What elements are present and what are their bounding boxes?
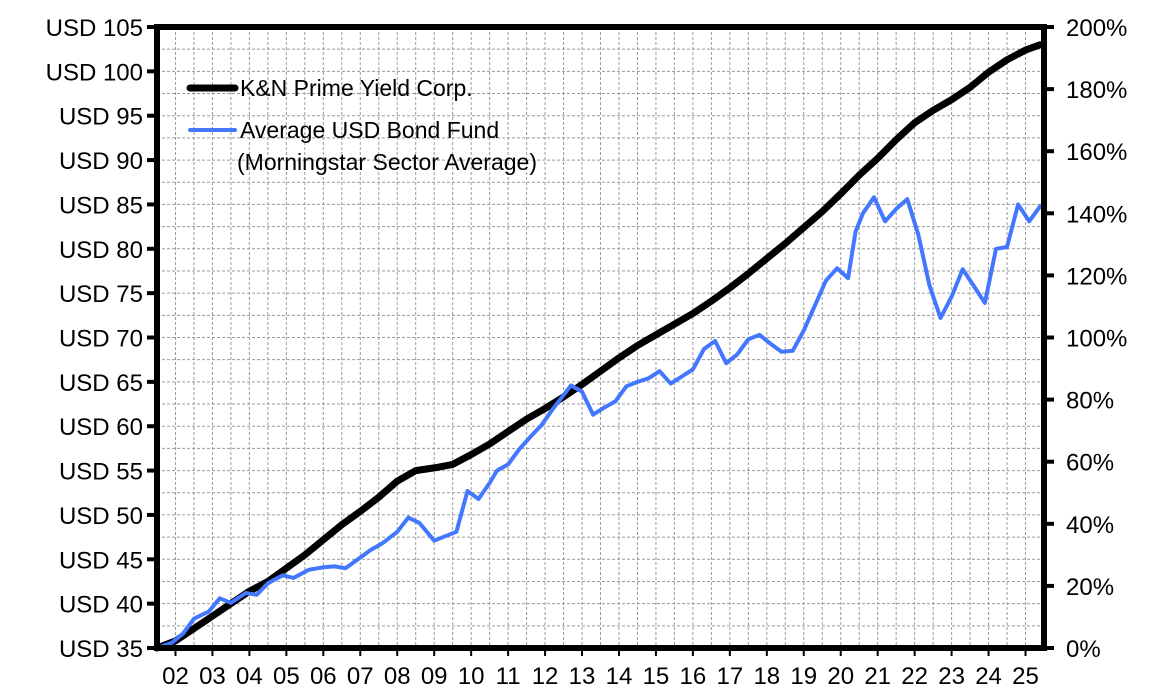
x-axis: 02 03 04 05 06 07 08 09 10 11 12 13 14 15 16 17 18 19 20 21… bbox=[162, 648, 1039, 690]
y-right-tick-label: 80% bbox=[1066, 388, 1114, 415]
x-tick-label: 10 bbox=[458, 663, 485, 690]
y-left-tick-label: USD 40 bbox=[59, 592, 143, 619]
legend-label-1-line: Average USD Bond Fund bbox=[240, 117, 499, 143]
y-left-tick-label: USD 95 bbox=[59, 104, 143, 131]
y-left-tick-label: USD 55 bbox=[59, 459, 143, 486]
legend: K&N Prime Yield Corp. Average USD Bond Fu… bbox=[186, 75, 537, 175]
x-tick-label: 23 bbox=[938, 663, 965, 690]
y-left-tick-label: USD 60 bbox=[59, 414, 143, 441]
y-right-tick-label: 100% bbox=[1066, 326, 1127, 353]
legend-label-0: K&N Prime Yield Corp. bbox=[240, 75, 473, 101]
x-tick-label: 09 bbox=[421, 663, 448, 690]
x-tick-label: 15 bbox=[643, 663, 670, 690]
x-tick-label: 13 bbox=[569, 663, 596, 690]
y-right-tick-label: 60% bbox=[1066, 450, 1114, 477]
series-layer bbox=[153, 41, 1044, 652]
y-right-tick-label: 160% bbox=[1066, 139, 1127, 166]
x-tick-label: 16 bbox=[680, 663, 707, 690]
x-tick-label: 14 bbox=[606, 663, 633, 690]
y-left-tick-label: USD 85 bbox=[59, 192, 143, 219]
y-right-tick-label: 20% bbox=[1066, 574, 1114, 601]
y-left-tick-label: USD 100 bbox=[46, 59, 143, 86]
x-tick-label: 11 bbox=[496, 663, 521, 690]
x-tick-label: 05 bbox=[273, 663, 300, 690]
right-axis: 0% 20% 40% 60% 80% 100% 120% 140% 160% 180% 200% bbox=[1044, 15, 1127, 663]
x-tick-label: 04 bbox=[236, 663, 263, 690]
series-line-1 bbox=[155, 195, 1043, 650]
x-tick-label: 08 bbox=[384, 663, 411, 690]
y-left-tick-label: USD 35 bbox=[59, 636, 143, 663]
x-tick-label: 25 bbox=[1012, 663, 1039, 690]
x-tick-label: 06 bbox=[310, 663, 337, 690]
y-left-tick-label: USD 80 bbox=[59, 237, 143, 264]
x-tick-label: 18 bbox=[753, 663, 780, 690]
x-tick-label: 19 bbox=[790, 663, 817, 690]
left-axis: USD 35 USD 40 USD 45 USD 50 USD 55 USD 60 USD … bbox=[46, 15, 157, 663]
legend-label-1-line: (Morningstar Sector Average) bbox=[237, 149, 537, 175]
y-left-tick-label: USD 90 bbox=[59, 148, 143, 175]
x-tick-label: 22 bbox=[901, 663, 928, 690]
x-tick-label: 07 bbox=[347, 663, 374, 690]
legend-label-1: Average USD Bond Fund (Morningstar Sector… bbox=[237, 117, 537, 175]
y-right-tick-label: 120% bbox=[1066, 263, 1127, 290]
x-tick-label: 21 bbox=[864, 663, 891, 690]
x-tick-label: 03 bbox=[199, 663, 226, 690]
y-left-tick-label: USD 50 bbox=[59, 503, 143, 530]
x-tick-label: 12 bbox=[532, 663, 559, 690]
y-right-tick-label: 40% bbox=[1066, 512, 1114, 539]
y-right-tick-label: 180% bbox=[1066, 77, 1127, 104]
x-tick-label: 02 bbox=[162, 663, 189, 690]
y-right-tick-label: 140% bbox=[1066, 201, 1127, 228]
x-tick-label: 17 bbox=[717, 663, 744, 690]
series-line-0 bbox=[153, 41, 1044, 652]
y-left-tick-label: USD 45 bbox=[59, 547, 143, 574]
y-right-tick-label: 200% bbox=[1066, 15, 1127, 42]
y-right-tick-label: 0% bbox=[1066, 636, 1101, 663]
x-tick-label: 20 bbox=[827, 663, 854, 690]
grid bbox=[156, 26, 1045, 649]
x-tick-label: 24 bbox=[975, 663, 1002, 690]
y-left-tick-label: USD 75 bbox=[59, 281, 143, 308]
y-left-tick-label: USD 105 bbox=[46, 15, 143, 42]
y-left-tick-label: USD 65 bbox=[59, 370, 143, 397]
y-left-tick-label: USD 70 bbox=[59, 326, 143, 353]
